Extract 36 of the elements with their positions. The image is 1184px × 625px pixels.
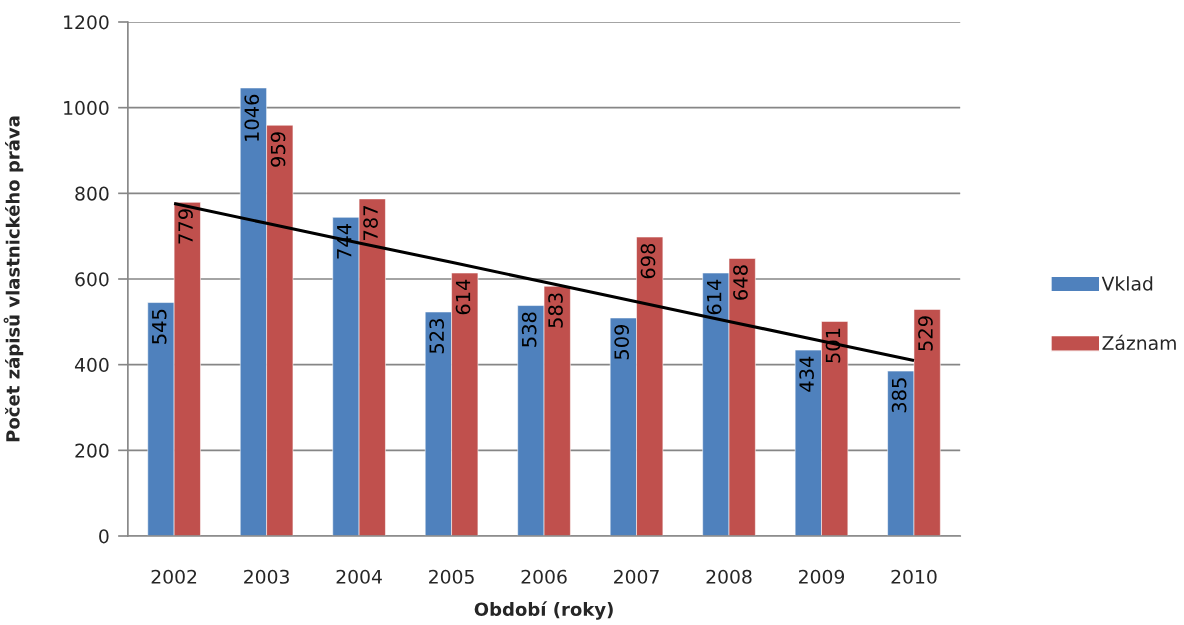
- y-tick-label: 800: [75, 186, 109, 201]
- x-axis-title: Období (roky): [474, 601, 613, 620]
- data-label: 959: [270, 132, 286, 167]
- x-tick-label: 2002: [151, 569, 197, 584]
- x-tick-label: 2004: [336, 569, 382, 584]
- data-label: 614: [706, 279, 722, 315]
- x-tick-label: 2009: [799, 569, 845, 584]
- y-tick-label: 400: [74, 357, 109, 373]
- x-tick-label: 2003: [244, 569, 289, 584]
- data-label: 614: [455, 279, 471, 315]
- data-label: 1046: [244, 94, 260, 141]
- legend-label: Záznam: [1102, 334, 1176, 351]
- x-tick-label: 2007: [614, 569, 659, 584]
- x-tick-label: 2010: [891, 569, 937, 584]
- data-label: 385: [891, 378, 907, 413]
- y-axis-title: Počet zápisů vlastnického práva: [3, 116, 24, 442]
- data-label: 538: [521, 312, 537, 347]
- data-label: 434: [799, 356, 814, 392]
- y-tick-label: 600: [75, 272, 109, 287]
- legend-label: Vklad: [1101, 276, 1153, 291]
- data-label: 787: [363, 206, 378, 240]
- data-label: 529: [918, 316, 933, 351]
- y-tick-label: 200: [75, 443, 109, 458]
- y-tick-label: 1200: [64, 15, 109, 30]
- data-label: 583: [548, 293, 563, 328]
- x-tick-label: 2005: [429, 569, 474, 584]
- y-tick-label: 1000: [64, 100, 109, 116]
- x-tick-label: 2006: [521, 569, 567, 584]
- x-tick-label: 2008: [706, 569, 752, 584]
- data-label: 523: [429, 319, 445, 354]
- data-label: 648: [733, 265, 748, 300]
- data-label: 545: [152, 309, 167, 344]
- data-label: 779: [178, 209, 193, 244]
- data-label: 509: [614, 324, 629, 360]
- y-tick-label: 0: [99, 529, 109, 544]
- data-label: 698: [640, 243, 656, 279]
